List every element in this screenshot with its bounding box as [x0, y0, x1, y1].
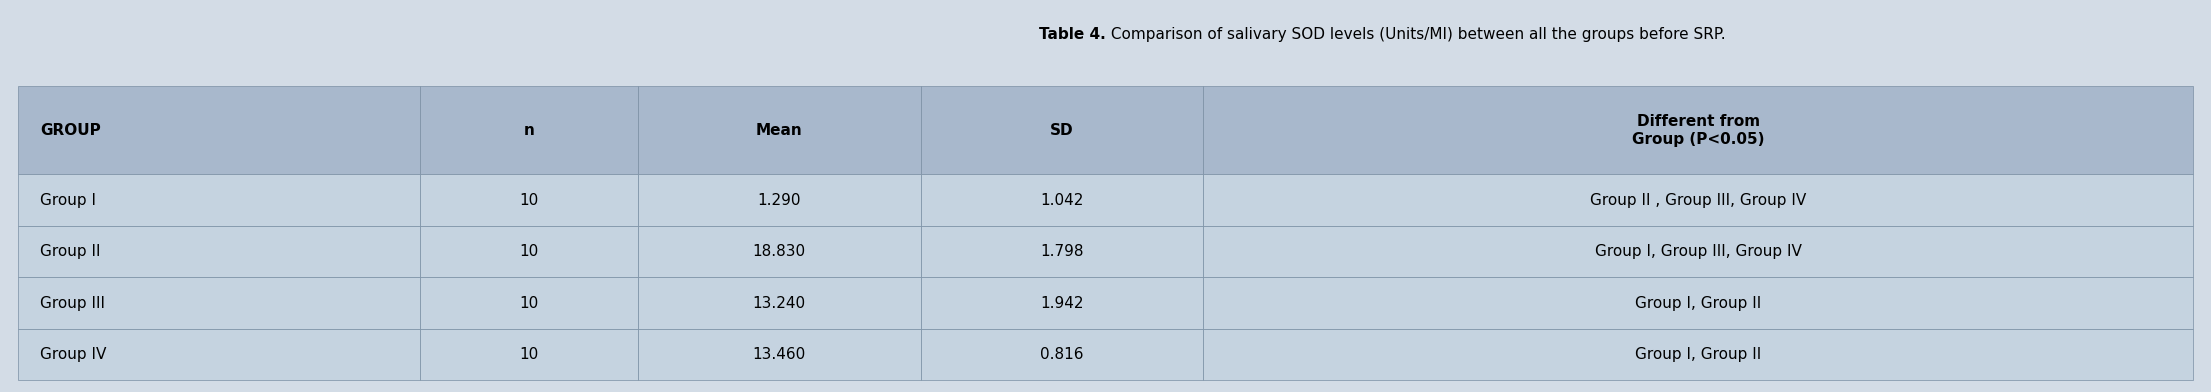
Bar — [920, 278, 1203, 329]
Bar — [1203, 174, 2193, 226]
Bar — [18, 278, 420, 329]
Text: Group II: Group II — [40, 244, 99, 259]
Bar — [1203, 278, 2193, 329]
Text: n: n — [524, 123, 535, 138]
Text: 10: 10 — [520, 296, 539, 310]
Text: 13.240: 13.240 — [752, 296, 805, 310]
Bar — [920, 329, 1203, 380]
Text: Different from
Group (P<0.05): Different from Group (P<0.05) — [1632, 114, 1764, 147]
Text: 10: 10 — [520, 347, 539, 362]
Text: 1.798: 1.798 — [1039, 244, 1083, 259]
Text: Comparison of salivary SOD levels (Units/MI) between all the groups before SRP.: Comparison of salivary SOD levels (Units… — [1106, 27, 1725, 42]
Text: Table 4.: Table 4. — [1039, 27, 1106, 42]
Bar — [420, 278, 637, 329]
Text: 13.460: 13.460 — [752, 347, 805, 362]
Text: Group I, Group II: Group I, Group II — [1636, 296, 1762, 310]
Text: 1.942: 1.942 — [1039, 296, 1083, 310]
Bar — [1203, 86, 2193, 174]
Bar — [420, 174, 637, 226]
Bar — [637, 329, 920, 380]
Bar — [18, 226, 420, 277]
Text: Group I: Group I — [40, 192, 95, 208]
Bar — [420, 329, 637, 380]
Bar — [18, 174, 420, 226]
Text: Mean: Mean — [756, 123, 803, 138]
Bar — [920, 226, 1203, 277]
Text: Group I, Group II: Group I, Group II — [1636, 347, 1762, 362]
Text: GROUP: GROUP — [40, 123, 99, 138]
Bar — [18, 329, 420, 380]
Bar — [637, 174, 920, 226]
Bar — [637, 278, 920, 329]
Text: 10: 10 — [520, 192, 539, 208]
Text: Group IV: Group IV — [40, 347, 106, 362]
Bar — [637, 86, 920, 174]
Text: 10: 10 — [520, 244, 539, 259]
Text: 1.042: 1.042 — [1041, 192, 1083, 208]
Bar — [637, 226, 920, 277]
Text: SD: SD — [1050, 123, 1075, 138]
Bar — [920, 174, 1203, 226]
Text: Group III: Group III — [40, 296, 104, 310]
Text: Group II , Group III, Group IV: Group II , Group III, Group IV — [1590, 192, 1806, 208]
Bar — [420, 226, 637, 277]
Bar — [920, 86, 1203, 174]
Text: Group I, Group III, Group IV: Group I, Group III, Group IV — [1594, 244, 1802, 259]
Text: 0.816: 0.816 — [1039, 347, 1083, 362]
Bar — [1203, 329, 2193, 380]
Bar — [420, 86, 637, 174]
Bar — [1203, 226, 2193, 277]
Text: 1.290: 1.290 — [758, 192, 800, 208]
Bar — [18, 86, 420, 174]
Text: 18.830: 18.830 — [752, 244, 805, 259]
